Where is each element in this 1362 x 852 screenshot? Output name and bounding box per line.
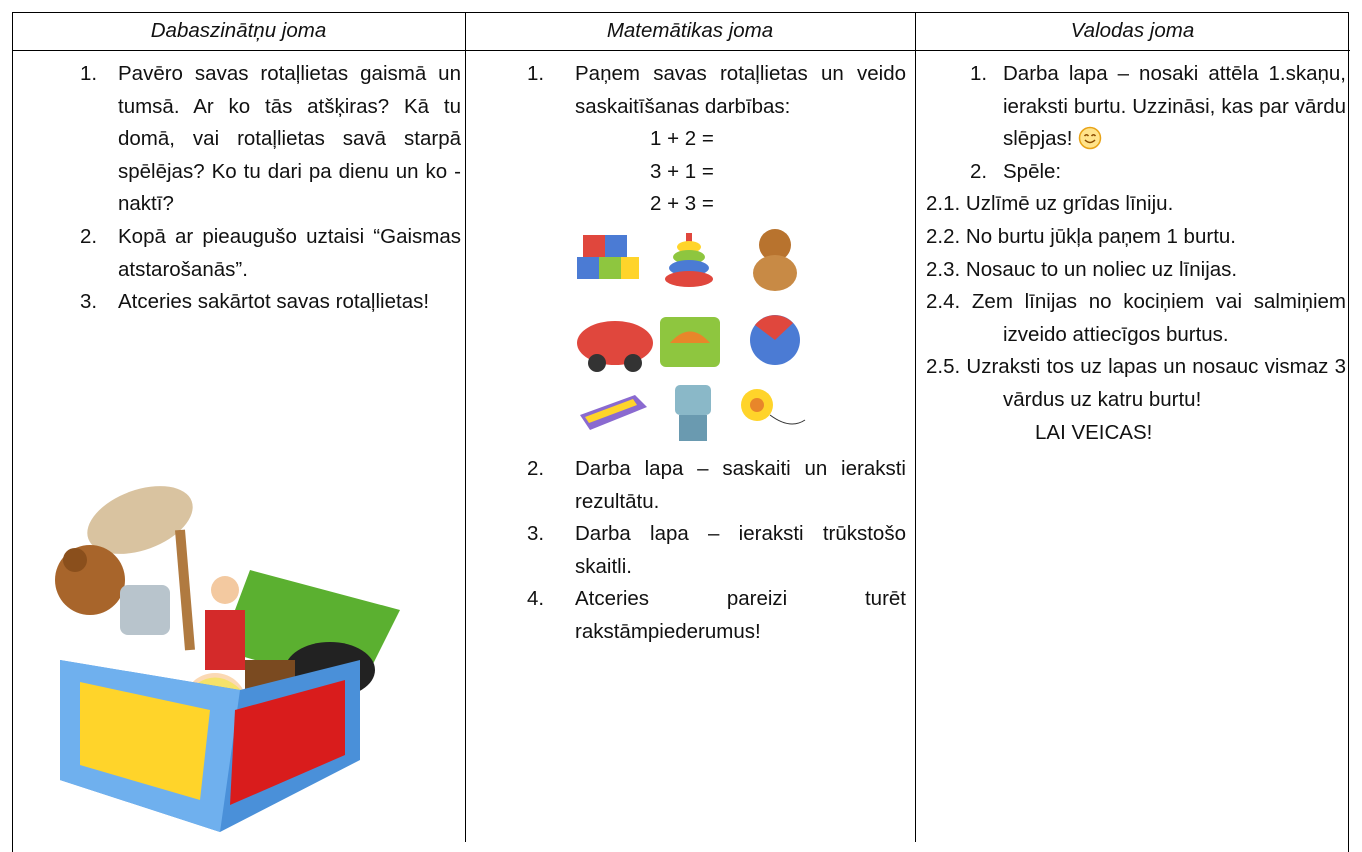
item-text: Uzlīmē uz grīdas līniju. xyxy=(965,192,1174,216)
column-header: Matemātikas joma xyxy=(606,19,774,42)
list-item: 2. Spēle: xyxy=(970,156,1346,189)
list-number: 1. xyxy=(970,62,988,85)
item-text: Spēle: xyxy=(1003,159,1062,183)
sub-item: 2.5. Uzraksti tos uz lapas un nosauc vis… xyxy=(915,351,1346,416)
list-number: 4. xyxy=(527,587,545,611)
toy-box-illustration xyxy=(55,486,400,832)
equation: 1 + 2 = xyxy=(650,127,714,151)
list-number: 3. xyxy=(80,290,98,314)
item-text: Uzraksti tos uz lapas un nosauc vismaz 3… xyxy=(966,355,1347,411)
language-column: 1. Darba lapa – nosaki attēla 1.skaņu, ie… xyxy=(926,58,1346,449)
column-header: Valodas joma xyxy=(1070,19,1195,42)
list-item: 1. Darba lapa – nosaki attēla 1.skaņu, ie… xyxy=(970,58,1346,156)
list-number: 3. xyxy=(527,522,545,546)
toys-illustration xyxy=(577,228,806,441)
item-text: No burtu jūkļa paņem 1 burtu. xyxy=(965,224,1236,248)
item-text: Atceries sakārtot savas rotaļlietas! xyxy=(118,290,430,314)
item-text: Kopā ar pieaugušo uztaisi “Gaismas atsta… xyxy=(118,224,461,281)
item-text: Atceries pareizi turēt rakstāmpiederumus… xyxy=(575,587,906,643)
list-item: 1. Pavēro savas rotaļlietas gaismā un tum… xyxy=(80,58,461,221)
column-header: Dabaszinātņu joma xyxy=(150,19,327,42)
item-text: Darba lapa – ieraksti trūkstošo skaitli. xyxy=(575,522,906,578)
sub-item: 2.2. No burtu jūkļa paņem 1 burtu. xyxy=(915,221,1346,254)
sub-item: 2.4. Zem līnijas no kociņiem vai salmiņi… xyxy=(915,286,1346,351)
table-frame xyxy=(12,12,1349,852)
sub-number: 2.3. xyxy=(926,257,961,281)
item-text: Darba lapa – saskaiti un ieraksti rezult… xyxy=(575,456,906,513)
sub-number: 2.4. xyxy=(926,290,961,314)
list-number: 1. xyxy=(527,62,545,85)
column-divider xyxy=(915,12,916,842)
sub-item: 2.3. Nosauc to un noliec uz līnijas. xyxy=(915,254,1346,287)
list-number: 2. xyxy=(80,224,98,248)
list-item: 4. Atceries pareizi turēt rakstāmpiederum… xyxy=(527,583,906,648)
list-item: 3. Darba lapa – ieraksti trūkstošo skaitl… xyxy=(527,518,906,583)
list-number: 2. xyxy=(527,456,545,480)
sub-number: 2.1. xyxy=(926,192,961,216)
sub-number: 2.2. xyxy=(926,224,961,248)
smiley-emoji xyxy=(1078,126,1102,150)
item-text: Zem līnijas no kociņiem vai salmiņiem iz… xyxy=(971,290,1346,346)
list-number: 1. xyxy=(80,62,98,85)
closing-text: LAI VEICAS! xyxy=(1035,420,1153,444)
item-text: Darba lapa – nosaki attēla 1.skaņu, iera… xyxy=(1003,62,1346,151)
header-divider xyxy=(12,50,1350,51)
science-column: 1. Pavēro savas rotaļlietas gaismā un tum… xyxy=(80,58,461,319)
list-number: 2. xyxy=(970,159,988,183)
equation: 2 + 3 = xyxy=(650,192,714,216)
math-column: 1. Paņem savas rotaļlietas un veido saska… xyxy=(527,58,906,649)
list-item: 3. Atceries sakārtot savas rotaļlietas! xyxy=(80,286,461,319)
item-text: Pavēro savas rotaļlietas gaismā un tumsā… xyxy=(118,62,461,216)
item-text: Paņem savas rotaļlietas un veido saskait… xyxy=(575,62,906,118)
list-item: 2. Darba lapa – saskaiti un ieraksti rezu… xyxy=(527,453,906,518)
item-text: Nosauc to un noliec uz līnijas. xyxy=(965,257,1238,281)
list-item: 2. Kopā ar pieaugušo uztaisi “Gaismas ats… xyxy=(80,221,461,286)
column-divider xyxy=(465,12,466,842)
sub-number: 2.5. xyxy=(926,355,961,379)
sub-item: 2.1. Uzlīmē uz grīdas līniju. xyxy=(915,188,1346,221)
equation: 3 + 1 = xyxy=(650,159,714,183)
list-item: 1. Paņem savas rotaļlietas un veido saska… xyxy=(527,58,906,123)
